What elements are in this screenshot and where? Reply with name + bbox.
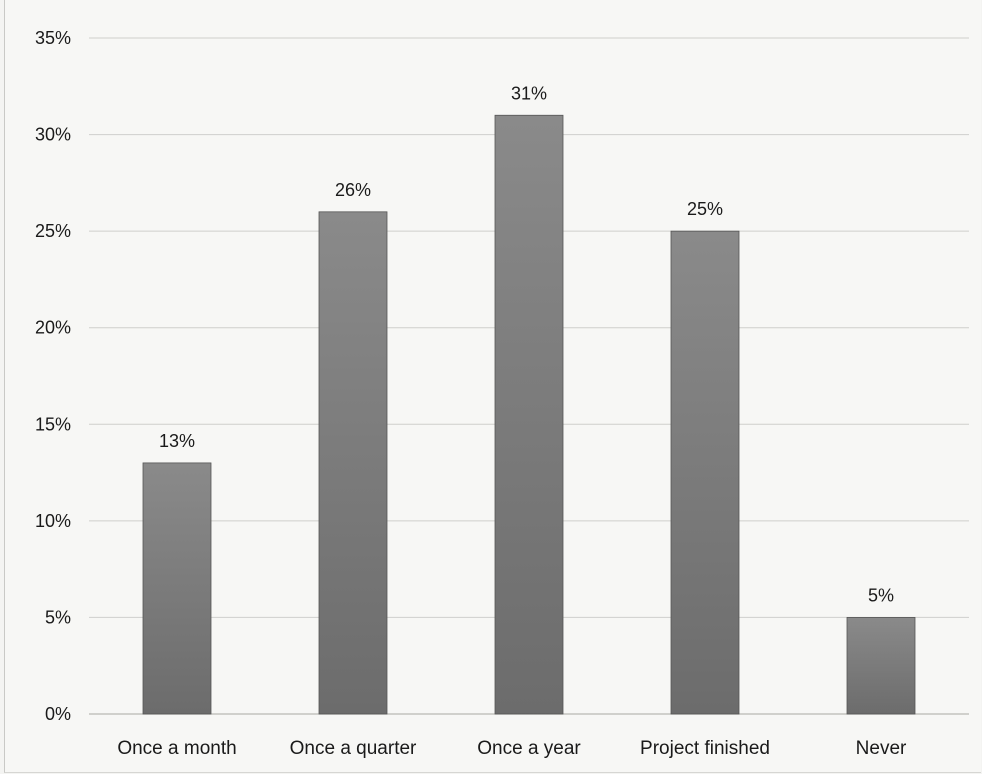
data-labels: 13% 26% 31% 25% 5%: [159, 83, 894, 605]
y-tick-label: 20%: [35, 318, 71, 338]
bar: [670, 230, 740, 715]
y-tick-label: 35%: [35, 28, 71, 48]
bar-data-label: 25%: [687, 199, 723, 219]
bar: [142, 462, 212, 715]
y-tick-label: 0%: [45, 704, 71, 724]
bar: [846, 617, 916, 715]
bar-data-label: 26%: [335, 180, 371, 200]
y-tick-label: 30%: [35, 125, 71, 145]
x-category-label: Project finished: [640, 738, 770, 759]
x-category-label: Once a quarter: [290, 738, 417, 759]
y-tick-label: 25%: [35, 221, 71, 241]
chart-frame: 0% 5% 10% 15% 20% 25% 30% 35% 13% 26% 31% 25% 5% On…: [4, 0, 981, 773]
x-category-label: Once a month: [117, 738, 236, 759]
bar: [494, 114, 564, 715]
x-category-label: Never: [856, 738, 907, 759]
y-axis-ticks: 0% 5% 10% 15% 20% 25% 30% 35%: [35, 28, 71, 724]
y-tick-label: 15%: [35, 414, 71, 434]
y-tick-label: 5%: [45, 607, 71, 627]
bar-data-label: 31%: [511, 83, 547, 103]
y-tick-label: 10%: [35, 511, 71, 531]
bar: [318, 211, 388, 715]
x-axis-categories: Once a month Once a quarter Once a year Pro…: [117, 738, 907, 759]
x-category-label: Once a year: [477, 738, 581, 759]
bar-data-label: 13%: [159, 431, 195, 451]
bars: [142, 114, 916, 715]
bar-chart: 0% 5% 10% 15% 20% 25% 30% 35% 13% 26% 31% 25% 5% On…: [35, 28, 969, 759]
bar-data-label: 5%: [868, 585, 894, 605]
